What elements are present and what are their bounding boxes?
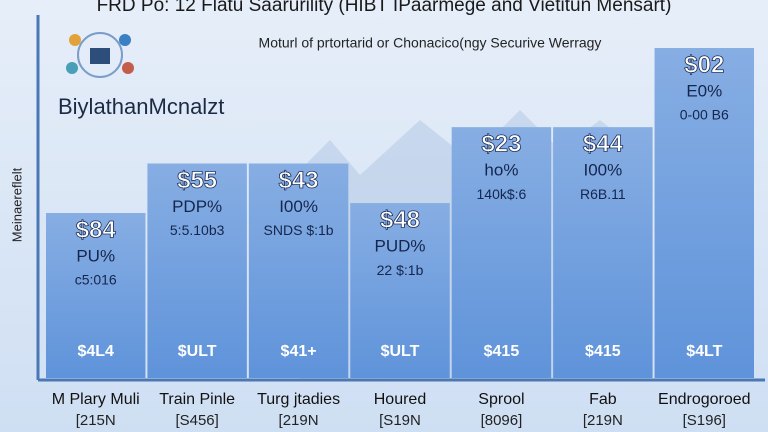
x-tick-note: [8096] <box>481 412 523 429</box>
bar-label: 22 $:1b <box>377 262 424 278</box>
bar-label: I00% <box>279 197 318 216</box>
bar-label: SNDS $:1b <box>264 222 334 238</box>
bar-label: $4L4 <box>77 343 114 360</box>
bar-label: $44 <box>583 131 624 158</box>
bar-label: ho% <box>484 161 518 180</box>
x-tick-label: Train Pinle <box>159 391 235 408</box>
logo-icons <box>66 32 134 78</box>
x-tick-label: Fab <box>589 391 617 408</box>
bar-label: $02 <box>684 51 724 78</box>
bar-shine <box>451 127 552 378</box>
x-tick-note: [215N <box>76 412 116 429</box>
x-tick-label: M Plary Muli <box>52 391 140 408</box>
bar-shine <box>350 203 450 378</box>
bar-label: $ULT <box>381 343 420 360</box>
bar-label: PU% <box>76 246 115 265</box>
bar-label: $415 <box>484 343 520 360</box>
bar-shine <box>654 48 754 378</box>
bar-shine <box>553 127 653 378</box>
bar-label: $55 <box>177 167 217 194</box>
bar-label: E0% <box>686 81 722 100</box>
bar-label: $ULT <box>178 343 217 360</box>
logo-text: BiylathanMcnalzt <box>58 94 224 119</box>
bar-shine <box>147 163 247 378</box>
bar-label: $41+ <box>281 343 317 360</box>
bar-label: $23 <box>481 131 521 158</box>
x-tick-label: Turg jtadies <box>257 391 340 408</box>
bar-label: R6B.11 <box>580 186 626 202</box>
x-tick-note: [S456] <box>175 412 218 429</box>
chart-title: FRD Po: 12 Flatu Saarurility (HIBT IPaar… <box>97 0 672 16</box>
x-tick-label: Houred <box>374 391 426 408</box>
bar-label: c5:016 <box>75 272 117 288</box>
bar-label: PUD% <box>374 237 425 256</box>
bar-shine <box>46 213 146 378</box>
x-tick-note: [219N <box>583 412 623 429</box>
bar-label: I00% <box>583 161 622 180</box>
y-axis-label: Meinaereflelt <box>9 167 24 242</box>
x-tick-label: Endrogoroed <box>658 391 751 408</box>
chart-subtitle: Moturl of prtortarid or Chonacico(ngy Se… <box>259 35 602 51</box>
bar-label: $43 <box>279 167 319 194</box>
x-tick-note: [219N <box>279 412 319 429</box>
bar-label: $415 <box>585 343 621 360</box>
bar-label: 5:5.10b3 <box>170 222 225 238</box>
bar-shine <box>248 163 349 378</box>
bar-label: 140k$:6 <box>477 186 527 202</box>
x-tick-label: Sprool <box>478 391 524 408</box>
bar-label: 0-00 B6 <box>680 107 729 123</box>
bar-label: $4LT <box>686 343 722 360</box>
x-tick-note: [S196] <box>683 412 726 429</box>
bar-label: $84 <box>76 216 117 243</box>
bar-label: PDP% <box>172 197 222 216</box>
bar-label: $48 <box>380 206 420 233</box>
x-tick-note: [S19N <box>379 412 421 429</box>
